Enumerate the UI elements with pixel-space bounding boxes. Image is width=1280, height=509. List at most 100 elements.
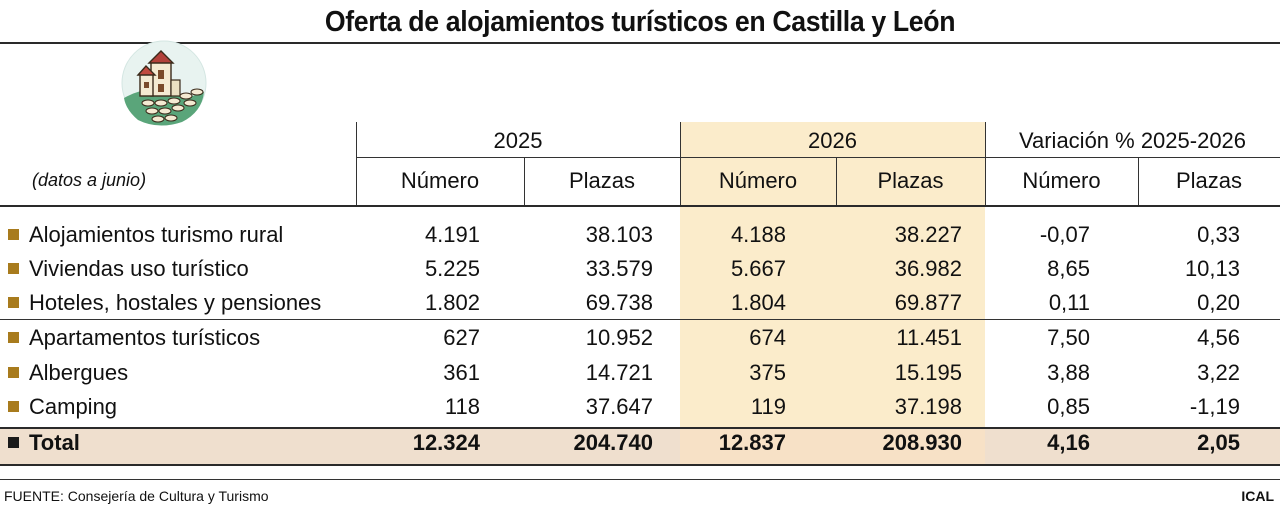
table-cell: 674 — [749, 325, 786, 350]
group-header-variation: Variación % 2025-2026 — [1018, 128, 1247, 153]
row-label-text: Viviendas uso turístico — [29, 256, 249, 281]
row-label: Hoteles, hostales y pensiones — [8, 290, 321, 316]
row-label-text: Camping — [29, 394, 118, 419]
total-label-text: Total — [29, 430, 80, 455]
row-bullet — [8, 367, 19, 378]
table-cell: 5.225 — [424, 256, 480, 281]
total-row-band — [0, 428, 1280, 464]
group-header-2025: 2025 — [493, 128, 543, 153]
col-header: Número — [400, 168, 480, 193]
table-cell: 10.952 — [585, 325, 653, 350]
table-cell: 0,33 — [1197, 222, 1240, 247]
table-cell: 10,13 — [1184, 256, 1240, 281]
total-label: Total — [8, 430, 80, 456]
data-note: (datos a junio) — [32, 170, 147, 190]
table-row: Hoteles, hostales y pensiones 1.802 69.7… — [0, 290, 1280, 320]
row-label-text: Alojamientos turismo rural — [29, 222, 284, 247]
divider-v-2025-sub — [524, 158, 525, 206]
col-header: Plazas — [877, 168, 944, 193]
row-label-text: Albergues — [29, 360, 129, 385]
table-cell: 36.982 — [894, 256, 962, 281]
table-cell: 0,11 — [1048, 290, 1090, 315]
row-label: Viviendas uso turístico — [8, 256, 249, 282]
row-label: Albergues — [8, 360, 128, 386]
divider-v-var — [985, 122, 986, 206]
agency-credit: ICAL — [1241, 488, 1274, 504]
table-cell: 37.647 — [585, 394, 653, 419]
total-cell: 204.740 — [573, 430, 653, 455]
highlight-2026-column — [680, 122, 985, 428]
divider-v-2026 — [680, 122, 681, 206]
col-header: Plazas — [1175, 168, 1243, 193]
table-cell: 1.802 — [424, 290, 480, 315]
divider-h-header — [0, 205, 1280, 207]
table-cell: 14.721 — [585, 360, 653, 385]
table-cell: 375 — [749, 360, 786, 385]
total-bullet — [8, 437, 19, 448]
table-cell: 0,85 — [1047, 394, 1090, 419]
table-cell: 69.738 — [585, 290, 653, 315]
table-cell: 69.877 — [894, 290, 962, 315]
table-row: Camping 118 37.647 119 37.198 0,85 -1,19 — [0, 394, 1280, 424]
divider-h-total-bottom — [0, 464, 1280, 466]
source-note: FUENTE: Consejería de Cultura y Turismo — [4, 488, 269, 504]
row-bullet — [8, 332, 19, 343]
row-bullet — [8, 297, 19, 308]
total-cell: 12.324 — [412, 430, 480, 455]
table-cell: 4.188 — [730, 222, 786, 247]
total-cell: 2,05 — [1197, 430, 1240, 455]
castle-icon — [121, 40, 207, 126]
table-row: Viviendas uso turístico 5.225 33.579 5.6… — [0, 256, 1280, 286]
group-header-2026: 2026 — [808, 128, 857, 153]
total-2026-band — [680, 428, 985, 464]
table-cell: 118 — [444, 394, 480, 419]
col-header: Plazas — [568, 168, 636, 193]
title-divider — [0, 42, 1280, 44]
table-cell: 119 — [750, 394, 786, 419]
table-cell: 1.804 — [730, 290, 786, 315]
total-cell: 12.837 — [718, 430, 786, 455]
row-bullet — [8, 229, 19, 240]
table-cell: 4.191 — [424, 222, 480, 247]
divider-h-groups — [356, 157, 1280, 158]
table-cell: 38.103 — [585, 222, 653, 247]
table-cell: 8,65 — [1047, 256, 1090, 281]
divider-h-footer — [0, 479, 1280, 480]
row-label-text: Apartamentos turísticos — [29, 325, 261, 350]
col-header: Número — [1022, 168, 1101, 193]
table-cell: 33.579 — [585, 256, 653, 281]
total-cell: 4,16 — [1047, 430, 1090, 455]
row-label: Apartamentos turísticos — [8, 325, 260, 351]
row-label-text: Hoteles, hostales y pensiones — [29, 290, 322, 315]
col-header: Número — [718, 168, 798, 193]
row-label: Alojamientos turismo rural — [8, 222, 283, 248]
table-cell: 11.451 — [896, 325, 962, 350]
chart-title: Oferta de alojamientos turísticos en Cas… — [324, 6, 956, 38]
table-cell: 15.195 — [894, 360, 962, 385]
table-row: Albergues 361 14.721 375 15.195 3,88 3,2… — [0, 360, 1280, 390]
table-cell: 37.198 — [894, 394, 962, 419]
table-cell: 38.227 — [894, 222, 962, 247]
divider-v-2026-sub — [836, 158, 837, 206]
total-row: Total 12.324 204.740 12.837 208.930 4,16… — [0, 430, 1280, 460]
divider-v-2025 — [356, 122, 357, 206]
total-cell: 208.930 — [882, 430, 962, 455]
table-cell: 7,50 — [1047, 325, 1090, 350]
table-cell: 361 — [443, 360, 480, 385]
table-cell: 3,22 — [1197, 360, 1240, 385]
table-row: Apartamentos turísticos 627 10.952 674 1… — [0, 325, 1280, 355]
divider-v-var-sub — [1138, 158, 1139, 206]
divider-h-rows — [0, 319, 1280, 320]
table-cell: 627 — [443, 325, 480, 350]
table-row: Alojamientos turismo rural 4.191 38.103 … — [0, 222, 1280, 252]
table-cell: 3,88 — [1047, 360, 1090, 385]
table-cell: 5.667 — [730, 256, 786, 281]
table-cell: 0,20 — [1197, 290, 1240, 315]
row-label: Camping — [8, 394, 117, 420]
table-cell: -1,19 — [1189, 394, 1240, 419]
table-cell: 4,56 — [1197, 325, 1240, 350]
table-cell: -0,07 — [1039, 222, 1090, 247]
row-bullet — [8, 401, 19, 412]
row-bullet — [8, 263, 19, 274]
divider-h-total-top — [0, 427, 1280, 429]
